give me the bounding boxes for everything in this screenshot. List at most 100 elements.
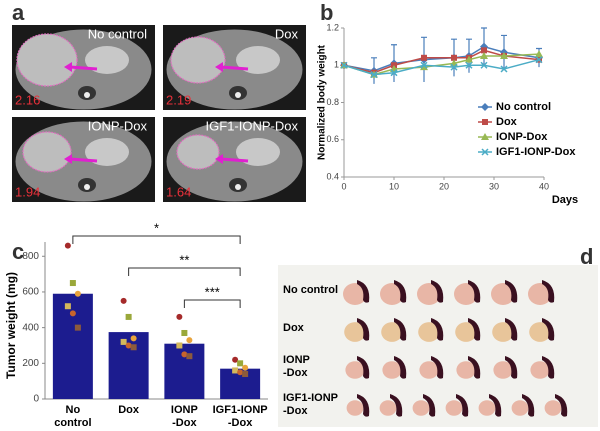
panel-label: d: [580, 244, 593, 269]
data-point: [242, 371, 249, 378]
data-point: [420, 61, 428, 69]
arrow-head: [215, 154, 223, 164]
x-tick-label: IGF1-IONP -Dox: [213, 404, 268, 429]
mri-spine: [84, 184, 90, 190]
x-tick-label: 10: [389, 181, 399, 191]
mri-label: Dox: [275, 26, 299, 41]
data-point: [176, 342, 183, 349]
significance-label: ***: [205, 284, 220, 299]
tumor: [544, 400, 562, 416]
y-tick-label: 400: [22, 322, 39, 333]
data-point: [390, 69, 398, 77]
tumor: [346, 400, 364, 416]
tumor: [491, 283, 515, 305]
tumor: [345, 361, 365, 379]
data-point: [481, 47, 487, 54]
mri-label: IGF1-IONP-Dox: [206, 118, 299, 133]
data-point: [74, 324, 81, 331]
arrow-head: [64, 62, 72, 72]
spleen: [357, 280, 370, 303]
spleen: [468, 280, 481, 303]
y-tick-label: 600: [22, 287, 39, 298]
tumor: [454, 283, 478, 305]
data-point: [120, 297, 127, 304]
spleen: [394, 318, 407, 341]
mri-spine: [84, 92, 90, 98]
tumor: [528, 283, 552, 305]
arrow-head: [215, 62, 223, 72]
x-tick-label: IONP -Dox: [171, 404, 198, 429]
significance-bracket: [128, 267, 241, 276]
data-point: [130, 344, 137, 351]
data-point: [480, 61, 488, 69]
spleen: [468, 356, 481, 379]
data-point: [242, 364, 249, 371]
y-tick-label: 0.4: [326, 171, 339, 181]
spleen: [542, 318, 555, 341]
tumor: [455, 322, 477, 342]
tumor: [344, 322, 366, 342]
spleen: [555, 394, 568, 417]
spleen: [357, 356, 370, 379]
mri-organ: [236, 138, 280, 166]
data-point: [465, 61, 473, 69]
data-point: [420, 63, 428, 71]
y-tick-label: 0: [33, 394, 39, 405]
legend-marker: [481, 133, 489, 140]
y-tick-label: 0.8: [326, 97, 339, 107]
data-point: [74, 290, 81, 297]
mri-spine: [235, 92, 241, 98]
tumor: [382, 361, 402, 379]
significance-label: *: [154, 220, 159, 235]
data-point: [450, 63, 458, 71]
data-point: [370, 71, 378, 79]
tumor: [493, 361, 513, 379]
tumor: [456, 361, 476, 379]
legend-label: IONP-Dox: [496, 131, 548, 143]
y-tick-label: 0.6: [326, 134, 339, 144]
data-point: [69, 280, 76, 287]
mri-organ: [85, 46, 129, 74]
spleen: [394, 280, 407, 303]
spleen: [394, 356, 407, 379]
mri-label: IONP-Dox: [88, 118, 148, 133]
x-tick-label: No control: [54, 404, 91, 429]
legend-marker: [481, 148, 489, 156]
arrow: [220, 65, 249, 71]
mri-label: No control: [88, 26, 147, 41]
spleen: [505, 356, 518, 379]
panel-label: b: [320, 0, 333, 25]
data-point: [64, 242, 71, 249]
tumor-outline: [170, 36, 226, 84]
data-point: [64, 303, 71, 310]
y-axis-label: Tumor weight (mg): [4, 272, 18, 379]
mri-organ: [236, 46, 280, 74]
data-point: [232, 356, 239, 363]
legend-marker: [482, 119, 488, 125]
spleen: [357, 394, 370, 417]
data-point: [176, 313, 183, 320]
mri-value: 2.16: [15, 92, 40, 107]
tumor-outline: [22, 131, 72, 173]
x-tick-label: Dox: [118, 404, 140, 416]
data-point: [232, 367, 239, 374]
spleen: [390, 394, 403, 417]
data-point: [480, 51, 488, 59]
tumor: [343, 283, 367, 305]
spleen: [505, 318, 518, 341]
data-point: [186, 353, 193, 360]
spleen: [489, 394, 502, 417]
panel-label: a: [12, 0, 25, 25]
tumor: [381, 322, 403, 342]
spleen: [423, 394, 436, 417]
data-point: [181, 329, 188, 336]
significance-bracket: [72, 235, 241, 244]
data-point: [237, 360, 244, 367]
x-tick-label: 0: [341, 181, 346, 191]
y-tick-label: 800: [22, 251, 39, 262]
spleen: [456, 394, 469, 417]
tumor: [417, 283, 441, 305]
arrow: [220, 157, 249, 163]
tumor: [419, 361, 439, 379]
